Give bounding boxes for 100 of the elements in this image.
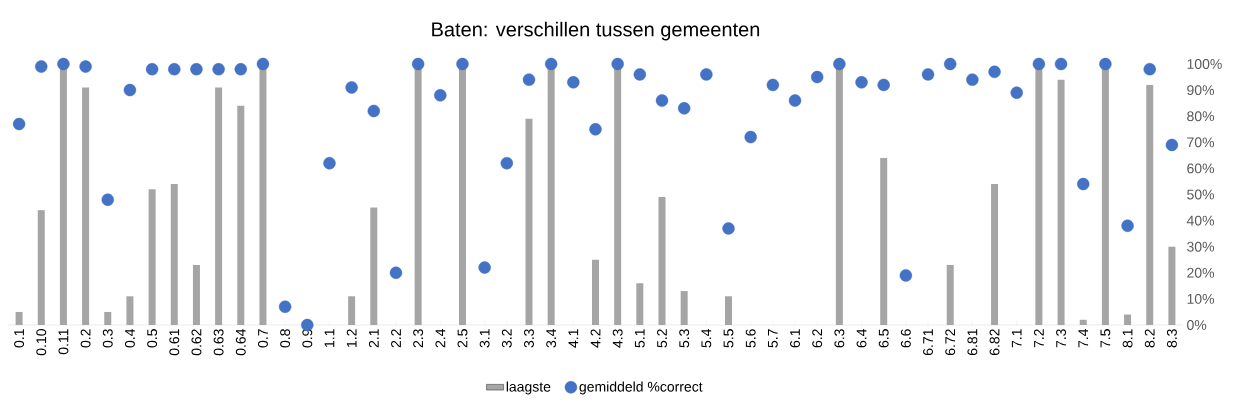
- x-tick-label: 5.5: [723, 329, 734, 348]
- x-tick-label: 0.63: [213, 329, 224, 356]
- bar: [880, 157, 888, 325]
- point: [168, 63, 181, 76]
- x-tick-label: 0.4: [124, 328, 135, 348]
- y-tick-label: 30%: [1187, 241, 1215, 252]
- x-tick-label: 3.1: [479, 329, 490, 348]
- x-tick-label: 0.7: [257, 329, 268, 348]
- bar: [126, 296, 134, 325]
- x-tick-label: 8.2: [1144, 329, 1155, 348]
- x-tick-label: 7.2: [1033, 329, 1044, 348]
- point: [1054, 57, 1068, 71]
- point: [1032, 57, 1046, 71]
- point: [1121, 219, 1134, 233]
- bar: [1168, 246, 1176, 325]
- x-tick-label: 2.4: [435, 328, 446, 348]
- point: [899, 269, 913, 282]
- point: [788, 94, 802, 107]
- point: [57, 57, 70, 71]
- x-tick-label: 0.64: [235, 328, 246, 356]
- x-tick-label: 8.1: [1122, 329, 1133, 348]
- y-tick-label: 10%: [1187, 293, 1215, 304]
- point: [855, 76, 868, 89]
- x-tick-label: 0.5: [147, 329, 158, 348]
- x-tick-label: 7.1: [1011, 329, 1022, 348]
- x-tick-label: 0.1: [14, 329, 25, 348]
- point: [877, 78, 890, 92]
- point: [367, 104, 380, 118]
- x-tick-label: 4.1: [568, 329, 579, 348]
- x-tick-label: 0.61: [169, 329, 180, 356]
- bar: [680, 291, 688, 325]
- point: [921, 68, 935, 81]
- point: [1165, 138, 1179, 152]
- x-tick-label: 6.6: [900, 329, 911, 348]
- x-tick-label: 6.4: [856, 328, 867, 348]
- x-tick-label: 3.4: [546, 328, 557, 348]
- point: [589, 123, 602, 136]
- point: [123, 83, 137, 97]
- point: [722, 222, 735, 235]
- y-tick-label: 0%: [1187, 320, 1207, 330]
- bar: [348, 296, 356, 325]
- bar: [215, 87, 223, 325]
- point: [101, 193, 114, 206]
- x-tick-label: 3.3: [524, 329, 534, 348]
- x-tick-label: 7.5: [1100, 329, 1111, 348]
- point: [1099, 57, 1112, 71]
- point: [544, 57, 558, 71]
- point: [389, 266, 403, 279]
- x-tick-label: 5.2: [657, 329, 667, 348]
- x-tick-label: 2.5: [457, 329, 468, 348]
- point: [833, 57, 846, 71]
- x-tick-label: 6.72: [945, 329, 956, 356]
- point: [145, 63, 159, 76]
- point: [1143, 63, 1156, 76]
- y-tick-label: 100%: [1187, 59, 1222, 69]
- x-tick-label: 5.4: [701, 328, 712, 348]
- y-tick-label: 40%: [1186, 215, 1215, 226]
- x-tick-label: 2.3: [413, 329, 424, 348]
- x-tick-label: 4.3: [612, 329, 623, 348]
- x-tick-label: 2.1: [368, 329, 379, 348]
- point: [766, 78, 780, 92]
- point: [655, 94, 669, 107]
- x-tick-label: 5.6: [745, 329, 756, 348]
- x-tick-label: 5.7: [767, 329, 778, 348]
- legend-label: laagste: [506, 381, 551, 395]
- chart-title: Baten: verschillen tussen gemeenten: [432, 21, 760, 41]
- bar: [104, 311, 112, 325]
- bar: [1079, 319, 1087, 325]
- x-tick-label: 0.11: [58, 329, 69, 355]
- point: [611, 57, 624, 71]
- point: [323, 156, 336, 170]
- x-tick-label: 6.71: [923, 329, 933, 356]
- bar: [37, 210, 45, 325]
- point: [522, 73, 536, 86]
- x-tick-label: 0.10: [36, 329, 47, 356]
- point: [212, 63, 225, 76]
- point: [12, 117, 26, 131]
- x-tick-label: 7.3: [1056, 329, 1067, 348]
- x-tick-label: 7.4: [1078, 328, 1089, 348]
- x-tick-label: 5.3: [679, 329, 690, 348]
- x-tick-label: 6.2: [812, 329, 823, 348]
- point: [567, 76, 580, 89]
- point: [811, 70, 824, 84]
- point: [1077, 177, 1090, 191]
- point: [411, 57, 425, 71]
- bar: [525, 118, 533, 325]
- bar: [15, 311, 23, 325]
- point: [478, 261, 491, 274]
- point: [35, 60, 48, 73]
- bar: [592, 259, 599, 325]
- point: [944, 57, 957, 71]
- bar: [658, 197, 666, 325]
- point: [677, 102, 691, 115]
- point: [345, 81, 358, 94]
- point: [988, 65, 1001, 79]
- x-tick-label: 6.81: [967, 329, 978, 356]
- bar: [946, 264, 954, 325]
- point: [633, 68, 647, 81]
- x-tick-label: 1.1: [324, 329, 335, 347]
- x-tick-label: 6.3: [834, 329, 845, 348]
